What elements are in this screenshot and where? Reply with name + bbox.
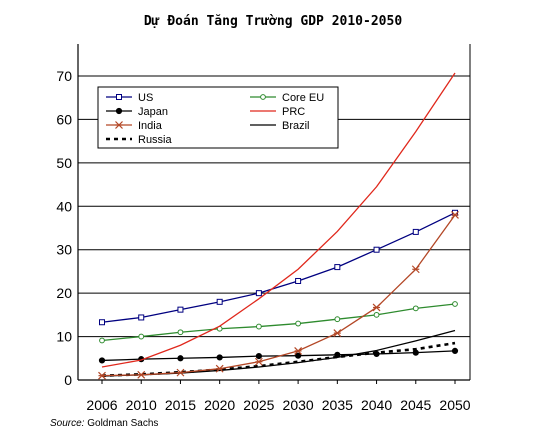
data-point-core-eu	[295, 320, 302, 327]
data-point-us	[295, 277, 302, 284]
data-point-core-eu	[99, 337, 105, 344]
series-line-us	[101, 212, 456, 323]
data-point-japan	[177, 355, 184, 362]
legend-marker-japan	[115, 107, 123, 115]
legend-label-russia: Russia	[138, 134, 173, 146]
data-point-japan	[373, 350, 380, 358]
data-point-core-eu	[412, 305, 419, 312]
data-point-core-eu	[138, 333, 145, 340]
legend-label-prc: PRC	[282, 106, 305, 118]
legend-label-brazil: Brazil	[282, 120, 310, 132]
legend-item-russia: Russia	[106, 134, 173, 146]
data-point-india	[411, 265, 420, 274]
legend: US Japan India Russia Core EU PRC Brazil	[97, 86, 339, 149]
series-us	[99, 209, 458, 326]
y-tick-labels: 0 10 20 30 40 50 60 70	[56, 68, 72, 388]
x-tick-label: 2010	[126, 397, 157, 413]
source-label: Source:	[50, 418, 85, 429]
x-tick-label: 2025	[243, 397, 274, 413]
x-tick-label: 2030	[283, 397, 314, 413]
x-tick-label: 2045	[400, 397, 431, 413]
data-point-japan	[255, 353, 262, 360]
y-tick-label: 30	[56, 242, 72, 258]
data-point-core-eu	[255, 323, 262, 330]
data-point-india	[294, 346, 303, 355]
x-tick-label: 2050	[439, 397, 470, 413]
data-point-us	[334, 264, 341, 271]
y-tick-label: 20	[56, 285, 72, 301]
legend-label-japan: Japan	[138, 106, 168, 118]
y-tick-label: 40	[56, 198, 72, 214]
data-point-japan	[216, 354, 223, 361]
series-india	[98, 211, 459, 380]
legend-item-brazil: Brazil	[250, 120, 310, 132]
data-point-core-eu	[452, 301, 458, 307]
legend-label-core-eu: Core EU	[282, 92, 324, 104]
y-tick-label: 70	[56, 68, 72, 84]
series-prc	[101, 72, 456, 368]
series-lines	[98, 72, 459, 380]
data-point-us	[255, 290, 262, 297]
x-tick-label: 2015	[165, 397, 196, 413]
source-name: Goldman Sachs	[84, 418, 159, 429]
legend-marker-core-eu	[260, 94, 266, 100]
data-point-japan	[295, 352, 302, 359]
data-point-us	[138, 314, 145, 321]
legend-item-core-eu: Core EU	[250, 92, 324, 104]
data-point-japan	[98, 357, 106, 364]
legend-item-prc: PRC	[250, 106, 305, 118]
data-point-us	[216, 298, 223, 305]
x-tick-label: 2035	[322, 397, 353, 413]
data-point-us	[177, 306, 184, 313]
y-tick-label: 0	[64, 372, 72, 388]
data-point-core-eu	[373, 311, 380, 318]
x-tick-label: 2040	[361, 397, 392, 413]
legend-label-india: India	[138, 120, 163, 132]
legend-marker-india	[115, 121, 123, 129]
data-point-us	[373, 246, 380, 253]
y-tick-label: 10	[56, 329, 72, 345]
data-point-japan	[412, 349, 419, 356]
y-tick-label: 50	[56, 155, 72, 171]
legend-marker-us	[116, 94, 122, 100]
data-point-india	[254, 357, 263, 366]
legend-item-japan: Japan	[106, 106, 168, 118]
axes	[77, 44, 471, 384]
data-point-india	[98, 371, 106, 380]
data-point-japan	[334, 351, 341, 358]
chart-title: Dự Đoán Tăng Trường GDP 2010-2050	[143, 14, 403, 29]
data-point-core-eu	[177, 329, 184, 336]
series-line-core-eu	[101, 303, 456, 342]
data-point-us	[412, 228, 419, 235]
data-point-india	[333, 329, 342, 338]
data-point-japan	[451, 347, 459, 355]
data-point-core-eu	[334, 316, 341, 323]
legend-item-india: India	[106, 120, 163, 132]
x-tick-labels: 2006 2010 2015 2020 2025 2030 2035 2040 2045 2050	[86, 397, 470, 413]
series-core-eu	[99, 301, 458, 344]
data-point-india	[215, 364, 224, 373]
x-tick-label: 2006	[86, 397, 117, 413]
legend-label-us: US	[138, 92, 153, 104]
legend-item-us: US	[106, 92, 153, 104]
data-point-india	[451, 211, 459, 219]
data-point-india	[176, 368, 185, 377]
data-point-india	[372, 303, 381, 312]
series-line-india	[101, 214, 456, 377]
data-point-us	[99, 319, 105, 326]
source-note: Source: Goldman Sachs	[50, 418, 158, 429]
x-tick-label: 2020	[204, 397, 235, 413]
data-point-india	[137, 370, 146, 379]
series-line-prc	[101, 72, 456, 368]
y-tick-label: 60	[56, 111, 72, 127]
legend-box	[97, 86, 339, 149]
